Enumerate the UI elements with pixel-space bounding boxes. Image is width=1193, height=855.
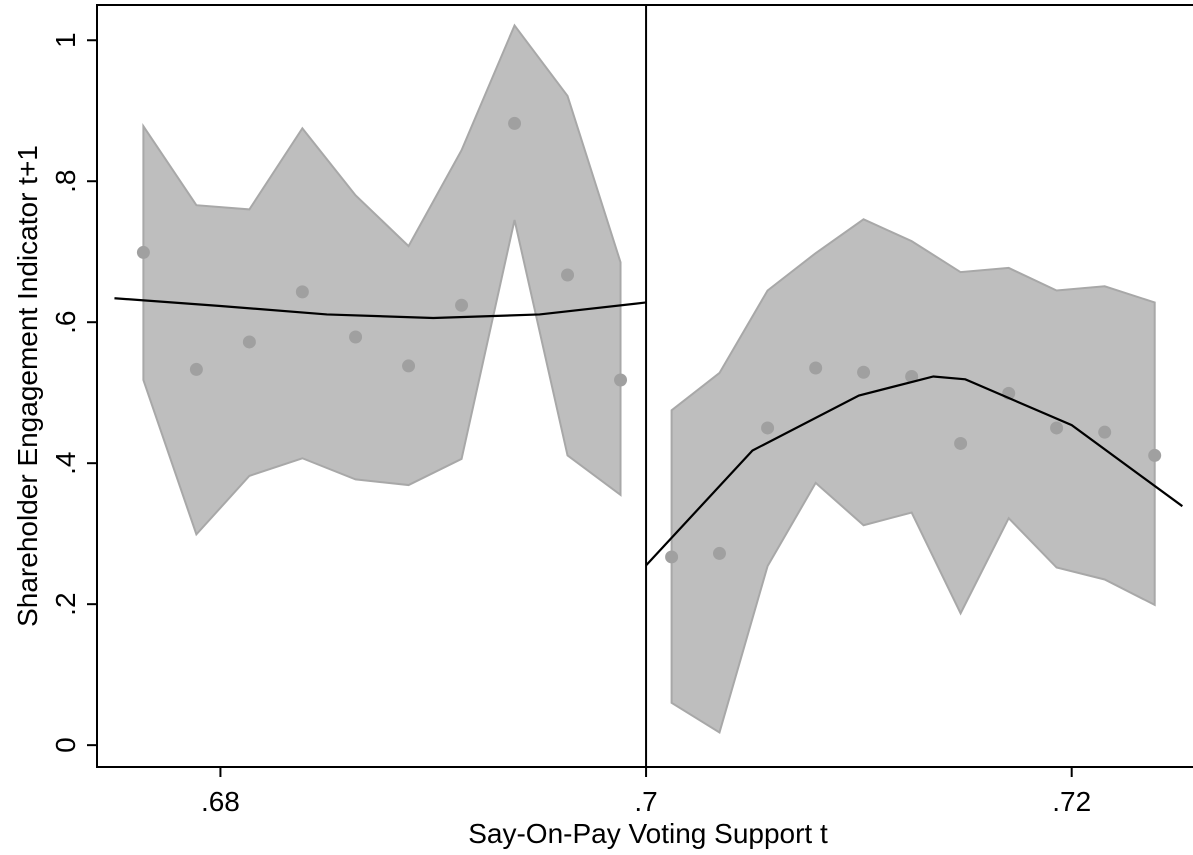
data-point bbox=[455, 298, 469, 312]
confidence-band bbox=[142, 23, 622, 537]
x-axis-title: Say-On-Pay Voting Support t bbox=[468, 818, 828, 849]
data-point bbox=[402, 359, 416, 373]
data-point bbox=[189, 362, 203, 376]
data-point bbox=[905, 369, 919, 383]
data-point bbox=[857, 365, 871, 379]
data-point bbox=[561, 268, 575, 282]
data-point bbox=[614, 373, 628, 387]
plot-frame bbox=[96, 4, 1193, 768]
data-point bbox=[349, 330, 363, 344]
data-point bbox=[712, 546, 726, 560]
x-tick-label: .72 bbox=[1052, 786, 1091, 817]
y-tick-label: .2 bbox=[50, 592, 81, 615]
confidence-band bbox=[670, 218, 1156, 735]
data-point bbox=[242, 335, 256, 349]
data-point bbox=[809, 361, 823, 375]
data-point bbox=[136, 245, 150, 259]
data-point bbox=[295, 285, 309, 299]
data-point bbox=[508, 116, 522, 130]
y-tick-label: 0 bbox=[50, 737, 81, 753]
fit-line bbox=[114, 297, 647, 320]
y-tick-label: .6 bbox=[50, 311, 81, 334]
y-tick-label: .4 bbox=[50, 452, 81, 475]
y-tick-label: 1 bbox=[50, 32, 81, 48]
fit-line bbox=[645, 375, 1184, 567]
y-axis-title: Shareholder Engagement Indicator t+1 bbox=[12, 145, 43, 627]
data-point bbox=[665, 550, 679, 564]
x-tick-label: .68 bbox=[201, 786, 240, 817]
data-point bbox=[954, 436, 968, 450]
data-point bbox=[1148, 448, 1162, 462]
data-point bbox=[1050, 421, 1064, 435]
data-point bbox=[761, 421, 775, 435]
x-tick-label: .7 bbox=[634, 786, 657, 817]
y-tick-label: .8 bbox=[50, 170, 81, 193]
data-point bbox=[1098, 425, 1112, 439]
